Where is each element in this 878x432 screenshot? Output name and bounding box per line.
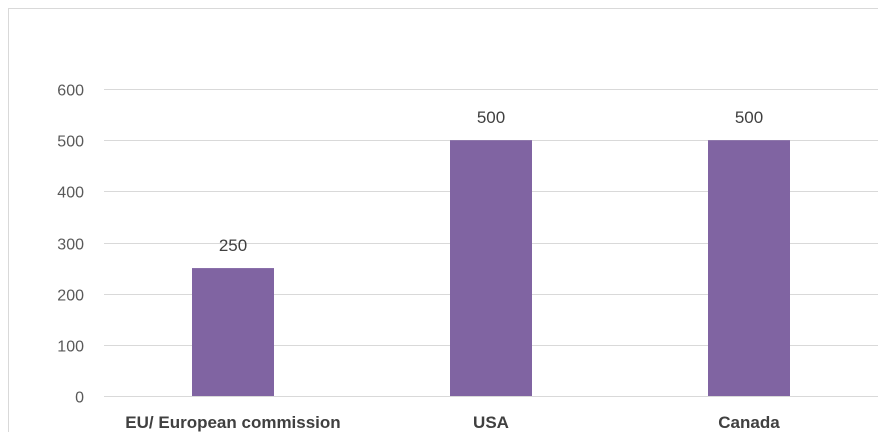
category-label-0: EU/ European commission [125,413,340,432]
y-tick-label-100: 100 [57,339,84,356]
category-label-1: USA [473,413,509,432]
category-label-2: Canada [718,413,780,432]
y-tick-label-200: 200 [57,288,84,305]
y-tick-label-500: 500 [57,134,84,151]
y-tick-label-0: 0 [75,390,84,407]
data-label-2: 500 [735,108,763,127]
data-label-1: 500 [477,108,505,127]
data-label-0: 250 [219,236,247,255]
bar-0 [192,268,274,396]
y-tick-label-400: 400 [57,185,84,202]
y-tick-label-600: 600 [57,83,84,100]
y-tick-label-300: 300 [57,237,84,254]
bar-1 [450,140,532,396]
bar-2 [708,140,790,396]
